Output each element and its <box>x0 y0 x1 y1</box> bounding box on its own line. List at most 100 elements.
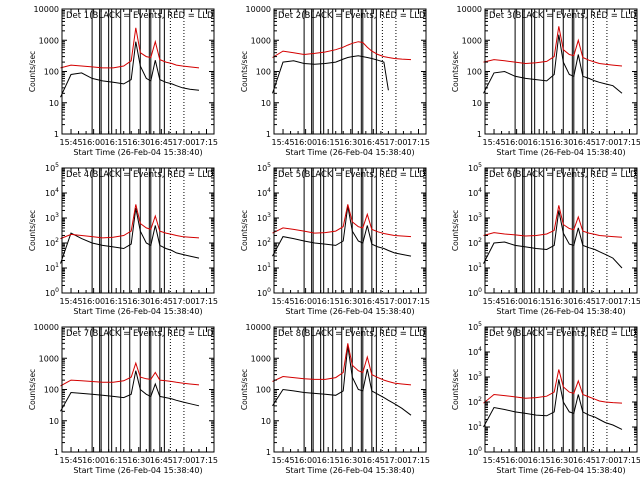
y-tick-label: 103 <box>45 212 59 223</box>
x-tick-label: 17:00 <box>595 297 618 306</box>
x-tick-label: 17:00 <box>172 456 195 465</box>
y-tick-label: 100 <box>467 68 482 77</box>
y-tick-label: 10000 <box>246 323 271 332</box>
y-tick-label: 100 <box>468 287 482 298</box>
x-tick-label: 16:45 <box>362 297 385 306</box>
x-tick-label: 16:30 <box>127 456 150 465</box>
events-series-line <box>272 55 389 94</box>
x-tick-label: 15:45 <box>272 456 295 465</box>
y-tick-label: 101 <box>468 421 482 432</box>
panel-title: Det 4(BLACK = Events, RED = LLD <box>66 170 214 180</box>
x-tick-label: 16:00 <box>294 138 317 147</box>
x-tick-label: 16:00 <box>82 456 105 465</box>
x-tick-label: 16:15 <box>105 138 128 147</box>
x-axis-label: Start Time (26-Feb-04 15:38:40) <box>496 466 625 475</box>
x-tick-label: 16:00 <box>82 138 105 147</box>
y-tick-label: 103 <box>468 371 482 382</box>
detector-panel-5: 100 101 102 103 104 105 15:45 16:00 16:15 16:30 16… <box>240 162 430 316</box>
y-tick-label: 10 <box>261 417 271 426</box>
x-axis-label: Start Time (26-Feb-04 15:38:40) <box>496 148 625 157</box>
y-tick-label: 105 <box>468 321 482 332</box>
panel-title: Det 6(BLACK = Events, RED = LLD <box>489 170 637 180</box>
panel-title: Det 1(BLACK = Events, RED = LLD <box>66 11 214 21</box>
x-tick-label: 16:00 <box>505 138 528 147</box>
detector-panel-1: 1 10 100 1000 10000 15:45 16:00 16:15 16:30 16:45… <box>28 5 218 157</box>
y-tick-label: 104 <box>468 187 482 198</box>
x-tick-label: 17:15 <box>618 138 640 147</box>
x-tick-label: 17:15 <box>407 456 430 465</box>
panel-title: Det 2(BLACK = Events, RED = LLD <box>278 11 426 21</box>
panel-title: Det 9(BLACK = Events, RED = LLD <box>489 329 637 339</box>
x-tick-label: 16:15 <box>528 456 551 465</box>
lld-series-line <box>272 204 412 238</box>
x-axis-label: Start Time (26-Feb-04 15:38:40) <box>285 148 414 157</box>
x-tick-label: 17:15 <box>195 456 218 465</box>
lld-series-line <box>60 361 200 387</box>
y-tick-label: 100 <box>45 287 59 298</box>
x-tick-label: 16:45 <box>150 297 173 306</box>
plot-frame <box>61 167 215 294</box>
y-tick-label: 102 <box>468 396 482 407</box>
detector-panel-6: 100 101 102 103 104 105 15:45 16:00 16:15 16:30 16… <box>451 162 640 316</box>
x-tick-label: 16:45 <box>573 297 596 306</box>
x-tick-label: 17:00 <box>384 138 407 147</box>
y-axis-label: Counts/sec <box>28 369 37 410</box>
y-tick-label: 1000 <box>39 36 59 45</box>
y-tick-label: 100 <box>44 386 59 395</box>
x-tick-label: 15:45 <box>60 297 83 306</box>
y-tick-label: 1000 <box>462 36 482 45</box>
x-tick-label: 15:45 <box>272 297 295 306</box>
x-tick-label: 16:15 <box>528 297 551 306</box>
x-tick-label: 15:45 <box>483 297 506 306</box>
events-series-line <box>483 34 623 94</box>
x-tick-label: 15:45 <box>60 138 83 147</box>
y-tick-label: 100 <box>256 386 271 395</box>
x-tick-label: 16:30 <box>550 456 573 465</box>
y-tick-label: 101 <box>468 262 482 273</box>
x-tick-label: 15:45 <box>60 456 83 465</box>
x-tick-label: 16:15 <box>105 456 128 465</box>
x-tick-label: 16:45 <box>573 456 596 465</box>
y-tick-label: 10000 <box>457 5 482 14</box>
y-tick-label: 10 <box>472 99 482 108</box>
x-tick-label: 16:00 <box>294 297 317 306</box>
x-tick-label: 17:15 <box>618 297 640 306</box>
y-tick-label: 10000 <box>34 323 59 332</box>
events-series-line <box>60 41 200 98</box>
plot-frame <box>273 326 427 453</box>
y-tick-label: 101 <box>257 262 271 273</box>
plot-frame <box>61 326 215 453</box>
x-axis-label: Start Time (26-Feb-04 15:38:40) <box>73 148 202 157</box>
x-tick-label: 17:00 <box>172 138 195 147</box>
x-tick-label: 16:30 <box>339 138 362 147</box>
lld-series-line <box>483 205 623 238</box>
x-tick-label: 17:00 <box>384 456 407 465</box>
x-tick-label: 16:30 <box>550 297 573 306</box>
x-tick-label: 16:15 <box>317 138 340 147</box>
panel-title: Det 7(BLACK = Events, RED = LLD <box>66 329 214 339</box>
lld-series-line <box>483 26 623 67</box>
x-tick-label: 17:00 <box>595 138 618 147</box>
lld-series-line <box>483 369 623 404</box>
x-axis-label: Start Time (26-Feb-04 15:38:40) <box>73 466 202 475</box>
x-axis-label: Start Time (26-Feb-04 15:38:40) <box>73 307 202 316</box>
panel-title: Det 3(BLACK = Events, RED = LLD <box>489 11 637 21</box>
x-tick-label: 16:15 <box>528 138 551 147</box>
y-tick-label: 1000 <box>251 354 271 363</box>
x-tick-label: 17:15 <box>195 297 218 306</box>
y-tick-label: 1 <box>54 130 59 139</box>
y-axis-label: Counts/sec <box>451 369 460 410</box>
plot-frame <box>273 8 427 135</box>
x-tick-label: 16:00 <box>505 297 528 306</box>
events-series-line <box>272 345 412 416</box>
detector-panel-8: 1 10 100 1000 10000 15:45 16:00 16:15 16:30 16:45… <box>240 323 430 475</box>
y-tick-label: 105 <box>257 162 271 173</box>
plot-frame <box>484 326 638 453</box>
x-tick-label: 16:45 <box>573 138 596 147</box>
lld-series-line <box>60 27 200 69</box>
detector-panel-7: 1 10 100 1000 10000 15:45 16:00 16:15 16:30 16:45… <box>28 323 218 475</box>
x-tick-label: 17:15 <box>195 138 218 147</box>
x-tick-label: 16:45 <box>362 138 385 147</box>
y-tick-label: 1 <box>54 448 59 457</box>
events-series-line <box>483 210 623 269</box>
